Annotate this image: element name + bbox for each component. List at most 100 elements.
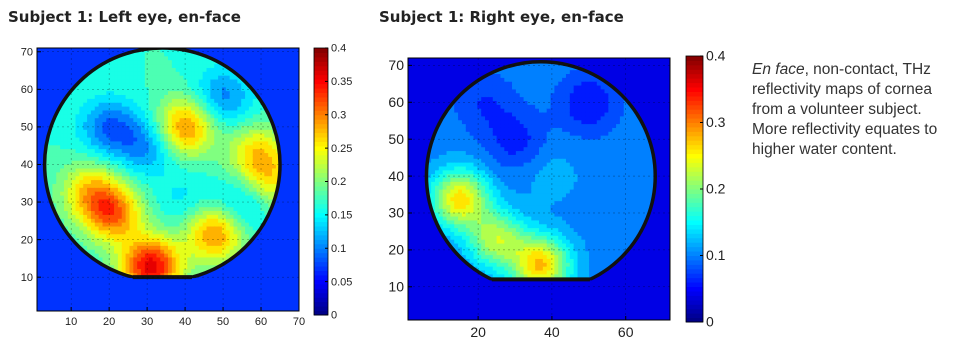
heat-cell [214, 129, 219, 134]
heat-cell [194, 129, 200, 134]
heat-cell [171, 256, 177, 262]
heat-cell [218, 106, 223, 111]
heat-cell [152, 272, 158, 277]
heat-cell [75, 175, 80, 181]
heat-cell [221, 225, 227, 231]
heat-cell [268, 133, 273, 138]
heat-cell [75, 214, 80, 219]
heat-cell [229, 171, 235, 177]
heat-cell [106, 206, 111, 212]
heat-cell [191, 225, 196, 231]
heat-cell [218, 167, 223, 173]
heat-cell [71, 98, 77, 103]
heat-cell [114, 214, 119, 219]
colorbar-segment [314, 208, 328, 214]
heat-cell [183, 156, 188, 161]
heat-cell [187, 256, 192, 262]
heat-cell [98, 218, 104, 223]
heat-cell [71, 175, 77, 181]
heat-cell [156, 82, 161, 88]
heat-cell [94, 191, 100, 196]
heat-cell [60, 191, 65, 196]
heat-cell [133, 183, 138, 188]
heat-cell [114, 102, 119, 107]
heat-cell [252, 222, 258, 227]
heat-cell [245, 191, 250, 196]
heat-cell [164, 206, 169, 212]
heat-cell [148, 171, 154, 177]
heat-cell [179, 75, 185, 80]
heat-cell [191, 210, 196, 215]
heat-cell [129, 148, 134, 154]
heat-cell [221, 82, 227, 88]
heat-cell [260, 121, 265, 126]
heat-cell [268, 167, 273, 173]
heat-cell [94, 113, 100, 119]
heat-cell [210, 183, 215, 188]
heat-cell [198, 167, 204, 173]
heat-cell [67, 129, 73, 134]
heat-cell [129, 71, 134, 76]
heat-cell [144, 78, 150, 84]
heat-cell [179, 218, 185, 223]
heat-cell [210, 241, 215, 246]
heat-cell [156, 194, 161, 200]
heat-cell [160, 117, 165, 123]
heat-cell [245, 90, 250, 96]
heat-cell [79, 109, 84, 115]
heat-cell [218, 175, 223, 181]
heat-cell [102, 214, 107, 219]
heat-cell [156, 218, 161, 223]
heat-cell [144, 144, 150, 150]
heat-cell [256, 113, 262, 119]
heat-cell [237, 156, 242, 161]
heat-cell [79, 175, 84, 181]
heat-cell [106, 222, 111, 227]
heat-cell [191, 121, 196, 126]
heat-cell [117, 67, 123, 72]
heat-cell [114, 75, 119, 80]
heat-cell [214, 75, 219, 80]
heat-cell [241, 109, 246, 115]
heat-cell [129, 160, 134, 165]
heat-cell [90, 252, 96, 258]
heat-cell [221, 94, 227, 99]
heat-cell [90, 175, 96, 181]
heat-cell [183, 225, 188, 231]
heat-cell [225, 109, 231, 115]
heat-cell [48, 167, 54, 173]
heat-cell [225, 156, 231, 161]
heat-cell [187, 86, 192, 92]
heat-cell [114, 225, 119, 231]
heat-cell [75, 171, 80, 177]
heat-cell [248, 167, 254, 173]
heat-cell [67, 229, 73, 235]
heat-cell [179, 167, 185, 173]
heat-cell [110, 198, 115, 204]
heat-cell [214, 156, 219, 161]
heat-cell [248, 233, 254, 239]
heat-cell [63, 194, 69, 200]
heat-cell [168, 256, 173, 262]
heat-cell [187, 98, 192, 103]
heat-cell [245, 113, 250, 119]
heat-cell [137, 51, 142, 57]
heat-cell [256, 179, 262, 184]
heat-cell [272, 160, 277, 165]
heat-cell [175, 256, 181, 262]
heat-cell [210, 187, 215, 192]
heat-cell [202, 121, 208, 126]
heat-cell [56, 156, 61, 161]
heat-cell [90, 160, 96, 165]
heat-cell [210, 140, 215, 146]
heat-cell [75, 148, 80, 154]
heat-cell [229, 152, 235, 157]
colorbar-segment [314, 239, 328, 245]
heat-cell [67, 121, 73, 126]
heat-cell [272, 183, 277, 188]
heat-cell [241, 113, 246, 119]
heat-cell [133, 59, 138, 65]
heat-cell [137, 218, 142, 223]
heat-cell [252, 187, 258, 192]
